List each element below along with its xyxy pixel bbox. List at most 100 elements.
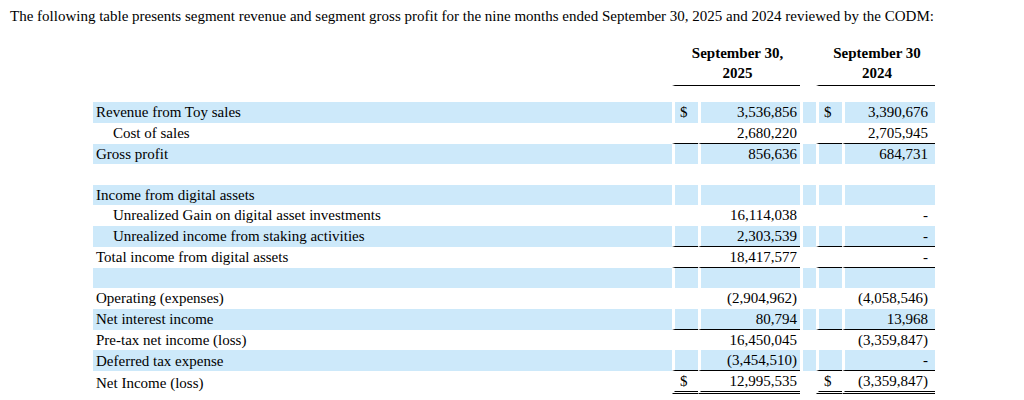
value-2024: - [842, 205, 935, 226]
table-row: Deferred tax expense (3,454,510) - [93, 350, 935, 371]
value-2024: - [842, 247, 935, 268]
spacer-cell [800, 371, 816, 394]
spacer-cell [800, 288, 816, 309]
table-row: Unrealized Gain on digital asset investm… [93, 205, 935, 226]
header-spacer-cell [800, 40, 816, 86]
dollar-sign-2024: $ [816, 371, 842, 394]
dollar-sign-2024 [816, 268, 842, 289]
dollar-sign-2025 [672, 185, 698, 206]
spacer-cell [800, 247, 816, 268]
segment-financial-table: September 30, 2025 September 30 2024 Rev… [93, 40, 935, 394]
column-header-2024-line2: 2024 [862, 65, 892, 81]
row-label [93, 268, 672, 289]
value-2025: 3,536,856 [698, 102, 800, 123]
value-2024: 13,968 [842, 309, 935, 330]
row-label: Net interest income [93, 309, 672, 330]
value-2025: 856,636 [698, 144, 800, 165]
value-2024: (4,058,546) [842, 288, 935, 309]
dollar-sign-2025: $ [672, 102, 698, 123]
dollar-sign-2024 [816, 205, 842, 226]
column-header-2025-line2: 2025 [723, 65, 753, 81]
dollar-sign-2025 [672, 144, 698, 165]
dollar-sign-2024: $ [816, 102, 842, 123]
document-page: The following table presents segment rev… [0, 0, 1024, 400]
row-label: Total income from digital assets [93, 247, 672, 268]
value-2025: 2,680,220 [698, 123, 800, 144]
value-2025: 2,303,539 [698, 226, 800, 247]
value-2024: (3,359,847) [842, 330, 935, 351]
header-gap-row [93, 86, 935, 102]
column-header-2025-line1: September 30, [692, 45, 783, 61]
dollar-sign-2025 [672, 330, 698, 351]
dollar-sign-2025 [672, 288, 698, 309]
spacer-cell [800, 350, 816, 371]
value-2025: 16,114,038 [698, 205, 800, 226]
dollar-sign-2025 [672, 164, 698, 185]
table-row: Net Income (loss) $ 12,995,535 $ (3,359,… [93, 371, 935, 394]
value-2025: 16,450,045 [698, 330, 800, 351]
dollar-sign-2024 [816, 185, 842, 206]
dollar-sign-2025 [672, 247, 698, 268]
table-row: Income from digital assets [93, 185, 935, 206]
spacer-cell [800, 164, 816, 185]
value-2025: 12,995,535 [698, 371, 800, 394]
row-label: Revenue from Toy sales [93, 102, 672, 123]
dollar-sign-2025 [672, 123, 698, 144]
value-2024 [842, 268, 935, 289]
value-2025: 80,794 [698, 309, 800, 330]
value-2024: - [842, 350, 935, 371]
intro-text: The following table presents segment rev… [10, 7, 934, 26]
column-header-2025: September 30, 2025 [672, 40, 800, 86]
dollar-sign-2025 [672, 226, 698, 247]
table-row: Cost of sales 2,680,220 2,705,945 [93, 123, 935, 144]
table-row [93, 164, 935, 185]
row-label: Unrealized income from staking activitie… [93, 226, 672, 247]
column-header-2024: September 30 2024 [816, 40, 935, 86]
spacer-cell [800, 102, 816, 123]
column-header-2024-line1: September 30 [833, 45, 921, 61]
dollar-sign-2024 [816, 144, 842, 165]
table-row: Total income from digital assets 18,417,… [93, 247, 935, 268]
value-2024: (3,359,847) [842, 371, 935, 394]
row-label: Income from digital assets [93, 185, 672, 206]
dollar-sign-2025 [672, 268, 698, 289]
dollar-sign-2024 [816, 247, 842, 268]
header-label-cell [93, 40, 672, 86]
dollar-sign-2024 [816, 330, 842, 351]
table-header-row: September 30, 2025 September 30 2024 [93, 40, 935, 86]
spacer-cell [800, 309, 816, 330]
value-2025 [698, 268, 800, 289]
spacer-cell [800, 226, 816, 247]
value-2024: 2,705,945 [842, 123, 935, 144]
dollar-sign-2024 [816, 309, 842, 330]
row-label: Pre-tax net income (loss) [93, 330, 672, 351]
spacer-cell [800, 205, 816, 226]
table-row: Unrealized income from staking activitie… [93, 226, 935, 247]
dollar-sign-2025: $ [672, 371, 698, 394]
table-row: Revenue from Toy sales $ 3,536,856 $ 3,3… [93, 102, 935, 123]
value-2024: 3,390,676 [842, 102, 935, 123]
table-row: Pre-tax net income (loss) 16,450,045 (3,… [93, 330, 935, 351]
spacer-cell [800, 330, 816, 351]
dollar-sign-2024 [816, 226, 842, 247]
table-row [93, 268, 935, 289]
row-label [93, 164, 672, 185]
dollar-sign-2024 [816, 288, 842, 309]
row-label: Gross profit [93, 144, 672, 165]
table-row: Net interest income 80,794 13,968 [93, 309, 935, 330]
value-2024: - [842, 226, 935, 247]
value-2025 [698, 185, 800, 206]
dollar-sign-2025 [672, 350, 698, 371]
value-2024 [842, 164, 935, 185]
row-label: Net Income (loss) [93, 371, 672, 394]
value-2024: 684,731 [842, 144, 935, 165]
value-2025: (2,904,962) [698, 288, 800, 309]
value-2025: (3,454,510) [698, 350, 800, 371]
dollar-sign-2024 [816, 123, 842, 144]
spacer-cell [800, 185, 816, 206]
row-label: Unrealized Gain on digital asset investm… [93, 205, 672, 226]
value-2025 [698, 164, 800, 185]
value-2024 [842, 185, 935, 206]
dollar-sign-2025 [672, 309, 698, 330]
spacer-cell [800, 123, 816, 144]
